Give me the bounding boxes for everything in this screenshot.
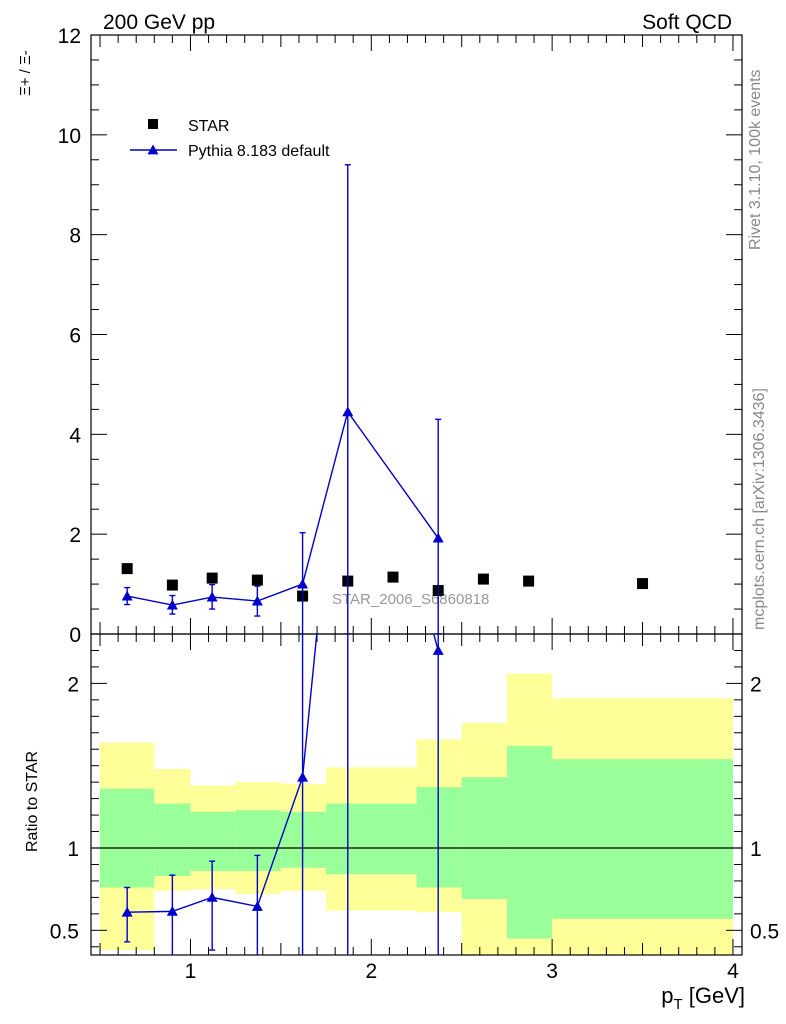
ratio-ytick-label: 2 (67, 673, 79, 696)
ratio-xtick-label: 1 (185, 960, 197, 983)
ratio-ytick-label-right: 1 (750, 838, 762, 861)
main-ytick-label: 10 (58, 125, 81, 148)
legend-star-label: STAR (188, 118, 229, 135)
pythia-point (121, 590, 133, 601)
pythia-point (432, 532, 444, 543)
legend-pythia-marker (147, 144, 159, 155)
pythia-point (297, 578, 309, 589)
main-ytick-label: 8 (69, 225, 81, 248)
ratio-ytick-label: 1 (67, 838, 79, 861)
ratio-frame (90, 633, 743, 956)
main-ytick-label: 0 (69, 624, 81, 647)
star-point (251, 574, 263, 586)
ratio-xtick-label: 3 (546, 960, 558, 983)
band-inner-bin (235, 810, 281, 872)
band-inner-bin (506, 745, 553, 939)
main-ytick-label: 12 (58, 25, 81, 48)
ratio-xtick-label: 4 (727, 960, 739, 983)
ratio-xtick-label: 2 (365, 960, 377, 983)
legend: STAR Pythia 8.183 default (130, 118, 330, 160)
band-inner-bin (280, 811, 327, 868)
ratio-ytick-label: 0.5 (50, 920, 79, 943)
ratio-pythia-point (297, 771, 309, 782)
pythia-point (342, 406, 354, 417)
ratio-pythia-point (251, 900, 263, 911)
star-point (166, 579, 178, 591)
ratio-pythia-series (121, 634, 444, 955)
band-inner-bin (154, 803, 191, 876)
band-inner-bin (190, 811, 236, 872)
analysis-watermark: STAR_2006_S6860818 (332, 591, 489, 608)
star-point (477, 573, 489, 585)
main-ylabel: Ξ+ / Ξ- (17, 50, 34, 96)
band-inner-bin (552, 759, 733, 919)
ratio-ylabel: Ratio to STAR (24, 751, 41, 852)
band-inner-bin (416, 787, 462, 888)
band-inner-bin (326, 803, 417, 875)
rivet-version-label: Rivet 3.1.10, 100k events (747, 69, 764, 250)
x-axis-title: pT [GeV] (661, 983, 745, 1013)
ratio-pythia-point (121, 906, 133, 917)
pythia-point (206, 591, 218, 602)
main-ytick-label: 2 (69, 524, 81, 547)
main-ytick-label: 6 (69, 325, 81, 348)
ratio-pythia-point (166, 905, 178, 916)
star-point (121, 563, 133, 575)
ratio-ytick-label-right: 2 (750, 673, 762, 696)
pythia-series (121, 164, 444, 634)
pythia-point (166, 599, 178, 610)
main-ylabel-text: Ξ+ / Ξ- (17, 50, 34, 96)
ratio-pythia-point (206, 891, 218, 902)
band-inner-bin (100, 788, 155, 888)
ratio-pythia-point (432, 644, 444, 655)
pythia-point (251, 595, 263, 606)
star-point (387, 571, 399, 583)
main-ytick-label: 4 (69, 424, 81, 447)
ratio-ytick-label-right: 0.5 (750, 920, 779, 943)
header-right-label: Soft QCD (642, 11, 732, 34)
star-point (637, 578, 649, 590)
star-point (206, 572, 218, 584)
mcplots-label: mcplots.cern.ch [arXiv:1306.3436] (751, 388, 768, 630)
legend-star-marker (148, 119, 158, 129)
ratio-panel: 1 2 3 4 0.5 0.5 1 1 2 2 (50, 633, 779, 983)
main-panel: 0 2 4 6 8 10 12 STAR_2006_S6860818 STAR Pythia 8.… (58, 25, 743, 647)
header-left-label: 200 GeV pp (103, 11, 215, 34)
band-inner-bin (461, 777, 507, 900)
legend-pythia-label: Pythia 8.183 default (188, 143, 330, 160)
star-point (523, 575, 535, 587)
